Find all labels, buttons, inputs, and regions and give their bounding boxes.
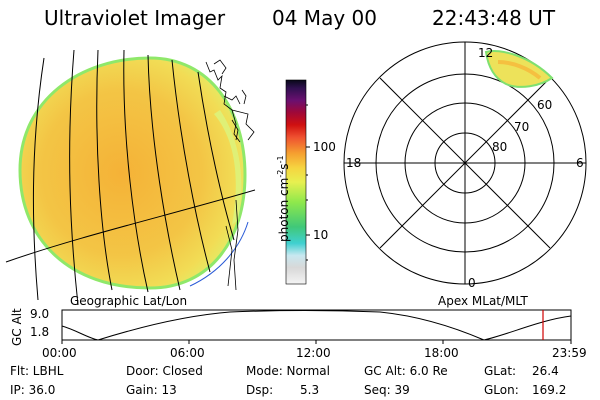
gain-info: Gain: 13 (126, 383, 177, 397)
filter-info: Flt: LBHL (10, 364, 64, 378)
instrument-title: Ultraviolet Imager (44, 6, 226, 30)
mlt-label-0: 0 (468, 276, 476, 290)
mlat-label-80: 80 (492, 140, 508, 154)
dsp-label: Dsp: (246, 383, 274, 397)
seq-info: Seq: 39 (364, 383, 410, 397)
mlat-label-70: 70 (514, 120, 530, 134)
altitude-min-label: 1.8 (30, 325, 50, 339)
geographic-grid-label: Geographic Lat/Lon (70, 294, 188, 308)
auroral-patch (484, 50, 554, 88)
glon-value: 169.2 (532, 383, 567, 397)
door-info: Door: Closed (126, 364, 203, 378)
ip-info: IP: 36.0 (10, 383, 56, 397)
mlt-label-12: 12 (478, 46, 494, 60)
time-tick-4: 23:59 (552, 346, 587, 360)
glon-label: GLon: (484, 383, 519, 397)
colorbar-tick-100: 100 (313, 140, 336, 154)
time-tick-0: 00:00 (42, 346, 77, 360)
time-tick-3: 18:00 (424, 346, 459, 360)
latitude-line (5, 189, 256, 263)
time-tick-2: 12:00 (296, 346, 331, 360)
coastlines (205, 59, 255, 291)
altitude-curve (61, 310, 572, 341)
glat-label: GLat: (484, 364, 517, 378)
date-label: 04 May 00 (272, 6, 377, 30)
colorbar-tick-10: 10 (313, 228, 329, 242)
apex-grid-label: Apex MLat/MLT (438, 294, 528, 308)
dsp-value: 5.3 (300, 383, 320, 397)
altitude-max-label: 9.0 (30, 307, 50, 321)
time-label: 22:43:48 UT (432, 6, 556, 30)
gc-alt-info: GC Alt: 6.0 Re (364, 364, 448, 378)
mlat-label-60: 60 (537, 98, 553, 112)
mode-info: Mode: Normal (246, 364, 330, 378)
mlt-label-6: 6 (576, 156, 584, 170)
time-tick-1: 06:00 (170, 346, 205, 360)
longitude-lines (32, 49, 235, 306)
glat-value: 26.4 (532, 364, 559, 378)
mlt-label-18: 18 (346, 156, 362, 170)
